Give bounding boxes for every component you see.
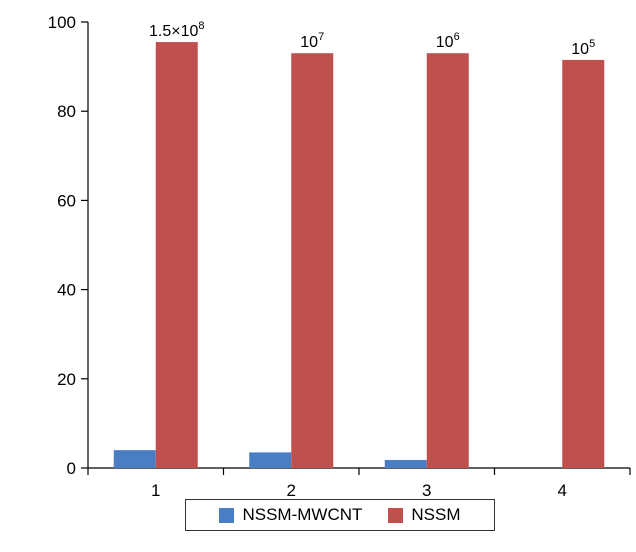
bar-nssm-mwcnt-2 — [249, 452, 292, 468]
bar-nssm-mwcnt-1 — [113, 450, 156, 468]
y-tick-label: 0 — [67, 459, 76, 478]
data-labels: 1.5×108 107 106 105 — [149, 20, 595, 58]
y-tick-label: 100 — [48, 13, 76, 32]
y-tick-label: 20 — [57, 370, 76, 389]
legend-item-nssm: NSSM — [388, 505, 461, 525]
bar-nssm-3 — [426, 53, 469, 468]
y-tick-label: 60 — [57, 191, 76, 210]
x-axis: 1 2 3 4 — [87, 467, 631, 500]
legend-label-nssm: NSSM — [411, 505, 461, 524]
bar-nssm-1 — [155, 42, 198, 468]
y-tick-label: 80 — [57, 102, 76, 121]
legend-swatch-nssm-mwcnt — [219, 507, 235, 523]
bar-nssm-4 — [562, 59, 605, 468]
x-tick-label: 3 — [422, 481, 431, 500]
data-label: 1.5×108 — [149, 20, 205, 40]
x-tick-label: 2 — [287, 481, 296, 500]
x-tick-label: 4 — [558, 481, 567, 500]
data-label: 107 — [300, 31, 324, 51]
legend-item-nssm-mwcnt: NSSM-MWCNT — [219, 505, 362, 525]
legend: NSSM-MWCNT NSSM — [185, 499, 495, 531]
bars — [113, 42, 605, 468]
data-label: 106 — [436, 31, 460, 51]
bar-nssm-2 — [291, 53, 334, 468]
y-axis: 0 20 40 60 80 100 — [48, 13, 89, 478]
x-tick-label: 1 — [151, 481, 160, 500]
y-tick-label: 40 — [57, 281, 76, 300]
legend-swatch-nssm — [388, 507, 404, 523]
data-label: 105 — [571, 38, 595, 58]
legend-label-nssm-mwcnt: NSSM-MWCNT — [242, 505, 363, 524]
bar-nssm-mwcnt-3 — [384, 459, 427, 468]
